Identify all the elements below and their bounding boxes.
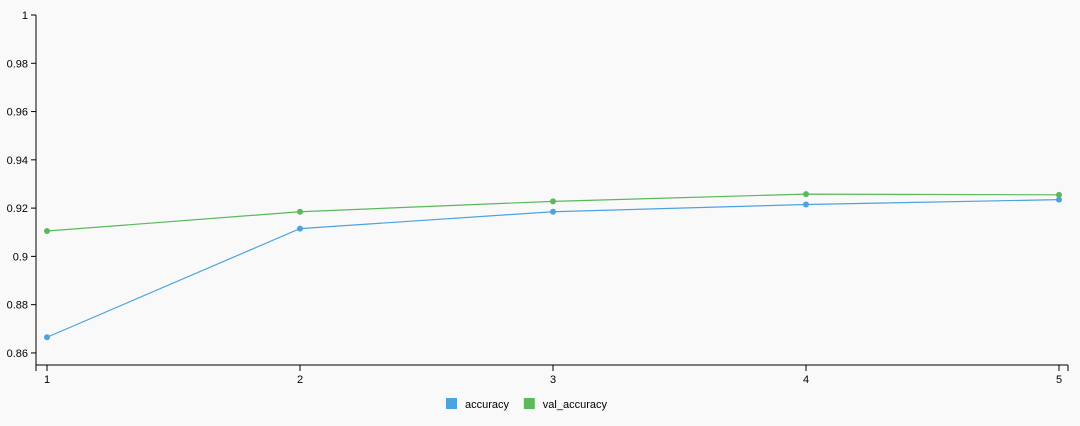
- series-val_accuracy: [44, 191, 1062, 235]
- y-tick-label: 1: [22, 10, 28, 22]
- legend-label: accuracy: [465, 399, 510, 411]
- legend-item[interactable]: accuracy: [446, 398, 510, 411]
- legend: accuracy val_accuracy: [446, 398, 607, 411]
- y-tick-label: 0.86: [7, 348, 28, 360]
- x-tick-label: 2: [297, 374, 303, 386]
- y-tick-label: 0.96: [7, 107, 28, 119]
- x-tick-label: 1: [44, 374, 50, 386]
- series-line: [46, 199, 1060, 338]
- series-accuracy: [44, 196, 1062, 341]
- data-point[interactable]: [803, 201, 809, 208]
- y-axis: 0.86 0.88 0.9 0.92 0.94 0.96 0.98 1: [7, 10, 37, 365]
- legend-item[interactable]: val_accuracy: [523, 398, 608, 411]
- x-axis: 1 2 3 4 5: [35, 364, 1069, 386]
- data-point[interactable]: [44, 334, 50, 341]
- data-point[interactable]: [1056, 196, 1062, 203]
- data-point[interactable]: [1056, 191, 1062, 198]
- y-tick-label: 0.98: [7, 58, 28, 70]
- series-layer: [44, 191, 1062, 341]
- data-point[interactable]: [550, 198, 556, 205]
- y-tick-label: 0.88: [7, 300, 28, 312]
- x-tick-label: 4: [803, 374, 809, 386]
- legend-swatch: [446, 398, 457, 409]
- data-point[interactable]: [803, 191, 809, 198]
- y-tick-label: 0.92: [7, 203, 28, 215]
- data-point[interactable]: [297, 225, 303, 232]
- data-point[interactable]: [550, 208, 556, 215]
- x-tick-label: 3: [550, 374, 556, 386]
- legend-swatch: [523, 398, 535, 409]
- data-point[interactable]: [297, 208, 303, 215]
- y-tick-label: 0.94: [7, 155, 28, 167]
- x-tick-label: 5: [1056, 374, 1062, 386]
- legend-label: val_accuracy: [543, 399, 608, 411]
- data-point[interactable]: [44, 228, 50, 235]
- y-tick-label: 0.9: [13, 251, 28, 263]
